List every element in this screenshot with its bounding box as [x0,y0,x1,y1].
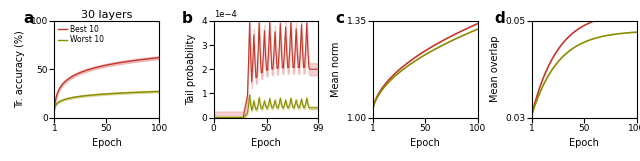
Legend: Best 10, Worst 10: Best 10, Worst 10 [58,25,104,44]
Worst 10 [113,92,121,94]
Text: c: c [335,11,344,26]
X-axis label: Epoch: Epoch [92,138,122,148]
Y-axis label: Mean norm: Mean norm [331,42,341,97]
X-axis label: Epoch: Epoch [251,138,281,148]
Worst 10 [156,90,163,92]
Worst 10 [75,96,83,98]
Best 10 [150,57,157,59]
Best 10 [156,57,163,59]
Worst 10 [51,107,58,109]
Best 10 [70,74,78,76]
Best 10 [113,62,121,64]
Y-axis label: Mean overlap: Mean overlap [490,36,500,103]
Best 10 [104,64,112,66]
X-axis label: Epoch: Epoch [410,138,440,148]
Worst 10 [147,91,154,93]
Text: d: d [494,11,505,26]
Best 10 [147,58,154,60]
Y-axis label: Tr. accuracy (%): Tr. accuracy (%) [15,30,26,108]
Title: 30 layers: 30 layers [81,10,132,20]
Text: b: b [182,11,193,26]
Line: Worst 10: Worst 10 [54,91,159,108]
X-axis label: Epoch: Epoch [570,138,600,148]
Worst 10 [150,91,157,93]
Line: Best 10: Best 10 [54,58,159,108]
Text: a: a [23,11,33,26]
Worst 10 [70,96,78,98]
Best 10 [75,72,83,74]
Best 10 [51,107,58,109]
Worst 10 [104,93,112,95]
Y-axis label: Tail probability: Tail probability [186,34,196,105]
